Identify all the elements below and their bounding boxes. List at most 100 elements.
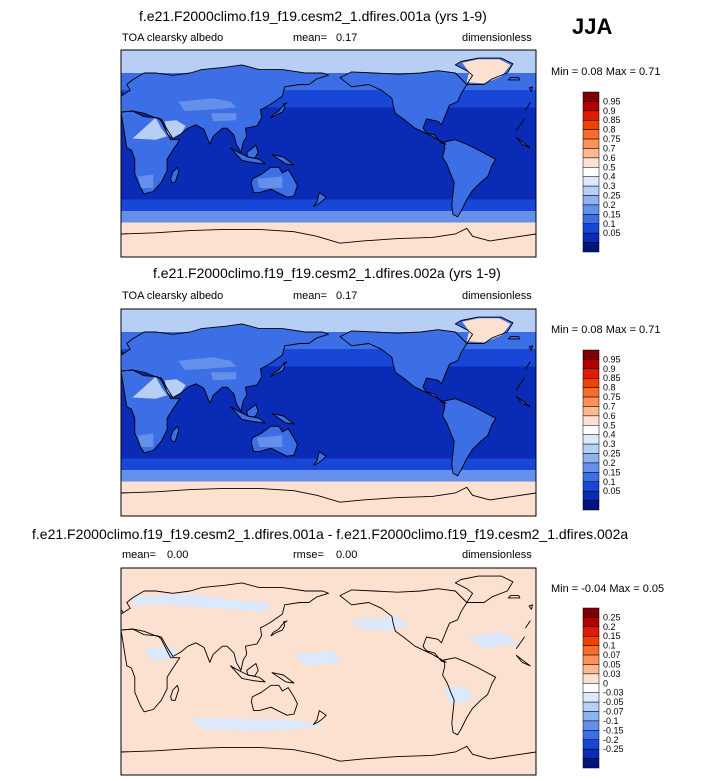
panel-2-land-south-america: [442, 398, 496, 476]
panel-2-land-indonesia: [230, 406, 266, 423]
panel-1-coastline-africa: [515, 136, 531, 149]
panel-2-colorbar-swatch: [582, 425, 600, 435]
panel-2-colorbar-tick-label: 0.15: [603, 467, 621, 477]
panel-1-colorbar-swatch: [582, 185, 600, 196]
panel-3-minmax: Min = -0.04 Max = 0.05: [551, 583, 665, 595]
panel-2-colorbar-tick-label: 0.7: [603, 401, 616, 411]
panel-2-colorbar-tick-label: 0.9: [603, 364, 616, 374]
panel-2-colorbar-tick-label: 0.3: [603, 439, 616, 449]
panel-1-colorbar-swatch: [582, 195, 600, 206]
panel-1-colorbar-swatch: [582, 242, 600, 253]
panel-3-colorbar: 0.250.20.150.10.070.050.030-0.03-0.05-0.…: [582, 607, 624, 769]
panel-3-coastline-indonesia: [230, 665, 266, 683]
panel-2-mean-value: 0.17: [336, 290, 358, 302]
panel-1-land-indonesia: [230, 147, 266, 164]
panel-2-coastline-uk: [528, 345, 533, 351]
panel-3-colorbar-swatch: [582, 758, 600, 769]
panel-1-land-south-america: [442, 139, 496, 217]
panel-1-land-albedo-south-am-west: [454, 176, 462, 200]
panel-3-colorbar-swatch: [582, 607, 600, 618]
panel-1-coastline-uk: [528, 86, 533, 92]
panel-3-colorbar-swatch: [582, 701, 600, 712]
panel-2-colorbar-tick-label: 0.5: [603, 420, 616, 430]
panel-1-colorbar-swatch: [582, 110, 600, 121]
panel-2-coastline-eurasia: [120, 323, 329, 412]
panel-3-colorbar-swatch: [582, 664, 600, 675]
panel-1-colorbar: 0.950.90.850.80.750.70.60.50.40.30.250.2…: [582, 91, 621, 253]
panel-1-land-albedo-north-am-west: [397, 101, 415, 117]
panel-3-colorbar-tick-label: -0.1: [603, 716, 619, 726]
panel-1-coastline-north-america: [339, 70, 468, 145]
panel-1-land-albedo-australia-interior: [257, 176, 283, 188]
panel-3-coastline-uk: [528, 604, 533, 610]
panel-3-coastline-africa: [515, 636, 525, 649]
panel-3-coastline-antarctica: [120, 745, 537, 762]
panel-2-land-borneo: [246, 404, 259, 418]
panel-1-colorbar-tick-label: 0.1: [603, 219, 616, 229]
panel-3-colorbar-tick-label: 0.05: [603, 659, 621, 669]
panel-1-land-albedo-central-asia: [178, 98, 237, 111]
panel-3-colorbar-swatch: [582, 711, 600, 722]
panel-1-map: [120, 49, 537, 258]
panel-1-coastline-borneo: [246, 145, 259, 159]
panel-1-mean-value: 0.17: [336, 32, 358, 44]
panel-3-negative-patch: [443, 685, 473, 704]
panel-2-coastline-new-zealand: [313, 451, 327, 466]
panel-2-land-albedo-sahara: [132, 376, 168, 399]
panel-1-colorbar-tick-label: 0.4: [603, 172, 616, 182]
panel-2-colorbar-swatch: [582, 472, 600, 483]
panel-1-colorbar-swatch: [582, 232, 600, 243]
panel-2-coastline-madagascar: [170, 425, 180, 442]
panel-1-colorbar-tick-label: 0.9: [603, 106, 616, 116]
panel-1-coastline-eurasia: [525, 102, 531, 111]
panel-2-colorbar-tick-label: 0.4: [603, 430, 616, 440]
panel-3-negative-patch: [293, 650, 340, 666]
panel-2-land-japan: [270, 361, 287, 377]
panel-1-colorbar-swatch: [582, 223, 600, 234]
panel-3-coastline-africa: [515, 654, 531, 667]
panel-2-mean-label: mean=: [293, 290, 327, 302]
panel-1-colorbar-tick-label: 0.95: [603, 96, 621, 106]
panel-3-colorbar-tick-label: -0.2: [603, 735, 619, 745]
panel-3-colorbar-tick-label: -0.25: [603, 744, 624, 754]
panel-3-coastline-eurasia: [120, 582, 329, 671]
panel-3-colorbar-swatch: [582, 626, 600, 637]
panel-2-map: [120, 308, 537, 517]
panel-3-colorbar-swatch: [582, 692, 600, 703]
panel-3-map: [120, 567, 537, 776]
panel-3-negative-patch: [132, 593, 271, 612]
panel-3-colorbar-swatch: [582, 673, 600, 684]
panel-3-colorbar-swatch: [582, 683, 600, 693]
panel-1-colorbar-swatch: [582, 214, 600, 225]
panel-1-land-madagascar: [170, 167, 179, 183]
panel-1-colorbar-tick-label: 0.15: [603, 209, 621, 219]
panel-1-land-iceland: [508, 77, 520, 80]
panel-2-colorbar-tick-label: 0.85: [603, 373, 621, 383]
panel-3-colorbar-swatch: [582, 635, 600, 646]
panel-1-coastline-greenland: [454, 57, 514, 85]
panel-2-land-new-guinea: [272, 413, 294, 424]
panel-2-coastline-indonesia: [230, 406, 266, 424]
panel-1-colorbar-swatch: [582, 167, 600, 177]
panel-1-coastline-japan: [270, 102, 288, 119]
panel-2-land-albedo-greenland-ice: [462, 318, 511, 343]
panel-3-colorbar-swatch: [582, 617, 600, 628]
panel-1-coastline-antarctica: [120, 227, 537, 244]
panel-1-colorbar-tick-label: 0.8: [603, 125, 616, 135]
panel-1-coastline-australia: [250, 166, 298, 198]
panel-2-colorbar-tick-label: 0.95: [603, 354, 621, 364]
panel-1-map-frame: [120, 49, 537, 258]
panel-1-colorbar-tick-label: 0.7: [603, 143, 616, 153]
panel-3-units: dimensionless: [462, 549, 532, 561]
panel-1-title: f.e21.F2000climo.f19_f19.cesm2_1.dfires.…: [139, 8, 487, 24]
panel-3-colorbar-swatch: [582, 739, 600, 750]
panel-2-colorbar: 0.950.90.850.80.750.70.60.50.40.30.250.2…: [582, 349, 621, 511]
panel-1-colorbar-tick-label: 0.6: [603, 153, 616, 163]
panel-1-coastline-new-guinea: [271, 154, 295, 166]
panel-1-coastline-eurasia: [120, 64, 329, 153]
panel-2-colorbar-tick-label: 0.75: [603, 392, 621, 402]
panel-2-title: f.e21.F2000climo.f19_f19.cesm2_1.dfires.…: [153, 265, 501, 281]
panel-2-colorbar-tick-label: 0.25: [603, 449, 621, 459]
panel-2-coastline-iceland: [507, 336, 521, 340]
panel-2-coastline-eurasia: [525, 361, 531, 370]
